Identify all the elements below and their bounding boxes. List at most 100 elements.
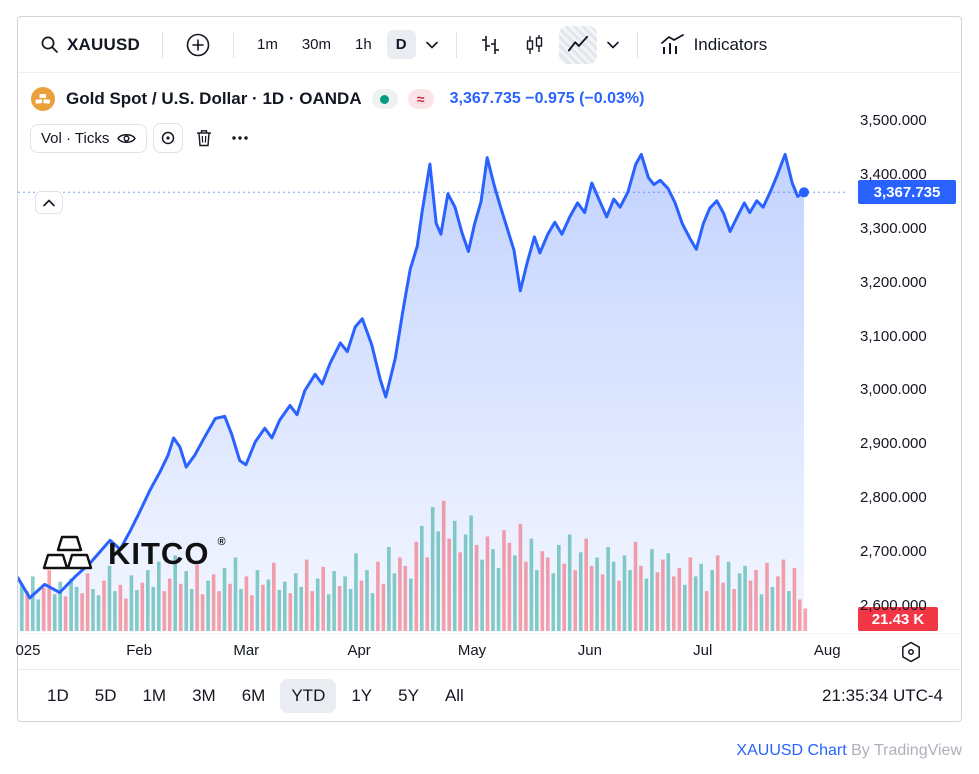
volume-bar [677,568,682,631]
delayed-data-badge[interactable]: ≈ [407,89,434,109]
volume-bar [178,583,183,632]
interval-button-30m[interactable]: 30m [293,30,340,59]
volume-bar [107,565,112,631]
volume-bar [326,594,331,632]
interval-button-1h[interactable]: 1h [346,30,381,59]
chart-style-menu-chevron[interactable] [603,37,623,53]
volume-bar [315,578,320,631]
volume-bar [184,571,188,631]
interval-button-1d[interactable]: D [386,30,416,59]
compare-add-button[interactable] [177,26,219,64]
time-axis-label[interactable]: Apr [347,642,371,659]
volume-bar [102,580,106,631]
volume-bar [617,580,621,631]
volume-bar [787,591,791,631]
price-scale[interactable]: 3,367.735 21.43 K 3,500.000 3,400.000 3,30… [848,73,961,633]
legend-collapse-button[interactable] [35,191,63,214]
volume-bar [672,576,676,631]
volume-study-legend[interactable]: Vol · Ticks [30,123,148,153]
volume-bar [496,568,501,631]
time-axis-label[interactable]: Feb [126,642,153,659]
range-button-5d[interactable]: 5D [84,679,128,713]
price-tick-label: 2,800.000 [860,489,927,507]
volume-bar [589,565,594,631]
volume-bar [228,583,232,632]
volume-bar [502,530,506,631]
bars-icon [481,35,499,54]
chart-style-candles-button[interactable] [515,26,553,64]
volume-settings-button[interactable] [153,123,184,153]
price-tick-label: 2,700.000 [860,543,927,561]
volume-bar [398,557,402,631]
symbol-search-button[interactable]: XAUUSD [32,29,148,61]
time-axis-label[interactable]: Jun [577,642,602,659]
indicators-label: Indicators [693,34,768,54]
volume-bar [683,584,687,631]
range-button-ytd[interactable]: YTD [280,678,337,713]
time-axis-label[interactable]: May [457,642,487,659]
symbol-chart-link[interactable]: XAUUSD Chart [736,742,847,759]
price-tick-label: 2,600.000 [860,597,927,614]
volume-bar [135,590,139,631]
last-price-dot [799,187,809,198]
volume-bar [41,588,46,632]
volume-bar [595,557,599,631]
legend-main-row[interactable]: Gold Spot / U.S. Dollar · 1D · OANDA ≈ 3… [30,81,644,117]
volume-bar [283,581,287,631]
gold-coin-icon [31,87,55,111]
volume-bar [387,547,391,631]
range-buttons-group: 1D 5D 1M 3M 6M YTD 1Y 5Y All [36,678,475,713]
volume-bar [458,552,462,632]
volume-bar [781,559,786,631]
volume-bar [567,534,572,631]
chart-area[interactable]: 3,367.735 21.43 K 3,500.000 3,400.000 3,30… [18,73,961,633]
range-button-1y[interactable]: 1Y [340,679,383,713]
market-open-dot-icon [380,94,390,104]
volume-bar [200,594,205,632]
volume-bar [414,541,419,632]
range-button-3m[interactable]: 3M [181,679,227,713]
range-button-5y[interactable]: 5Y [387,679,430,713]
toolbar-separator [162,31,163,58]
time-axis-label[interactable]: 025 [15,642,41,659]
range-button-1d[interactable]: 1D [36,679,80,713]
chart-style-area-button[interactable] [558,25,597,64]
interval-button-1m[interactable]: 1m [248,30,287,59]
volume-more-button[interactable] [225,123,255,153]
time-axis-label[interactable]: Mar [233,642,260,659]
volume-bar [332,571,336,631]
volume-bar [611,561,616,631]
chart-style-bars-button[interactable] [471,26,509,64]
volume-bar [47,570,51,631]
volume-legend-label: Vol · Ticks [41,129,110,147]
range-button-6m[interactable]: 6M [231,679,277,713]
settings-hexagon-button[interactable] [899,640,923,664]
time-axis-label[interactable]: Jul [693,642,713,659]
volume-bar [124,598,128,632]
volume-bar [737,573,742,632]
interval-menu-chevron[interactable] [422,37,442,53]
volume-bar [578,552,583,632]
volume-delete-button[interactable] [189,123,219,153]
price-tick-label: 3,100.000 [860,327,927,345]
volume-bar [485,536,490,631]
volume-bar [409,578,413,631]
volume-bar [58,581,62,631]
range-button-1m[interactable]: 1M [131,679,177,713]
range-button-all[interactable]: All [434,679,475,713]
volume-bar [96,595,101,631]
time-axis-label[interactable]: Aug [813,642,841,659]
volume-bar [557,544,561,631]
volume-bar [666,553,671,631]
volume-bar [365,570,369,631]
volume-bar [250,595,254,631]
indicators-button[interactable]: Indicators [652,28,776,62]
volume-bar [36,599,40,631]
chart-widget: XAUUSD 1m 30m 1h D [15,16,962,722]
volume-bar [693,576,698,631]
volume-bar [217,591,221,631]
time-axis[interactable]: 025 Feb Mar Apr May Jun Jul Aug [15,633,961,669]
volume-bar [321,566,325,631]
volume-bar [650,549,654,631]
market-status-badge[interactable] [371,89,398,109]
